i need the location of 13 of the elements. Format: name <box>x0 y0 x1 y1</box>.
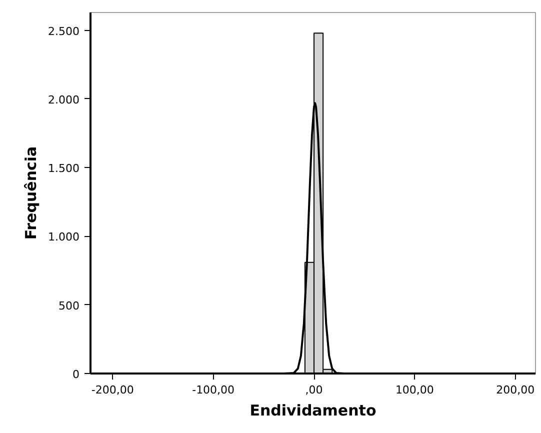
y-tick-label: 1.500 <box>48 162 80 176</box>
x-tick-label: -200,00 <box>91 384 134 396</box>
y-tick-label: 2.000 <box>48 93 80 106</box>
y-tick-label: 500 <box>58 299 80 312</box>
y-tick-label: 1.000 <box>48 230 80 244</box>
y-tick-label: 0 <box>72 368 80 381</box>
x-axis-title: Endividamento <box>250 402 376 420</box>
y-axis-title: Frequência <box>22 146 40 240</box>
x-tick-label: 100,00 <box>395 384 434 396</box>
x-tick-label: -100,00 <box>192 384 235 396</box>
x-tick-label: 200,00 <box>496 384 535 396</box>
x-tick-label: ,00 <box>305 384 323 396</box>
y-tick-label: 2.500 <box>48 24 80 38</box>
